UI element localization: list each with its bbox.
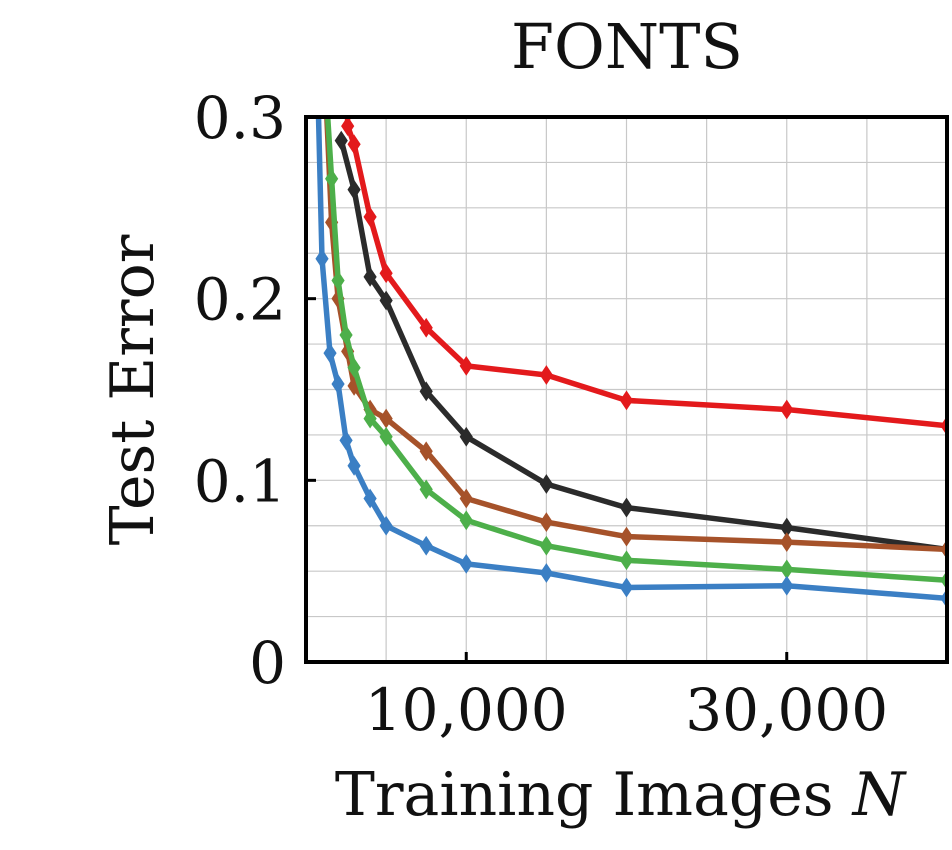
data-point <box>419 479 433 500</box>
plot-area <box>311 17 947 609</box>
data-point <box>419 535 433 556</box>
data-point <box>315 248 329 269</box>
y-tick-label: 0 <box>249 629 286 697</box>
x-tick-label: 10,000 <box>365 676 568 744</box>
data-point <box>619 550 634 571</box>
data-point <box>379 515 393 536</box>
data-point <box>347 179 361 200</box>
series-1 <box>334 130 947 560</box>
data-point <box>459 488 473 509</box>
data-point <box>459 426 473 447</box>
data-point <box>363 207 377 227</box>
data-point <box>419 317 433 338</box>
series-line <box>324 117 947 584</box>
data-point <box>339 430 353 451</box>
x-axis-label: Training Images N <box>335 760 908 830</box>
x-tick-label: 30,000 <box>685 676 888 744</box>
series-4 <box>311 54 947 609</box>
data-point <box>339 325 353 345</box>
data-point <box>334 130 348 151</box>
data-point <box>341 117 355 136</box>
data-point <box>340 17 352 35</box>
series-line <box>315 117 947 602</box>
data-point <box>325 168 339 189</box>
series-3 <box>316 17 947 591</box>
data-point <box>363 266 377 287</box>
data-point <box>331 374 345 394</box>
data-point <box>379 426 393 447</box>
series-line <box>344 117 947 429</box>
data-point <box>347 357 361 378</box>
data-point <box>459 553 473 574</box>
data-point <box>323 343 337 364</box>
grid <box>306 117 947 662</box>
data-point <box>539 563 553 583</box>
data-point <box>619 526 634 547</box>
x-axis-label-text: Training Images <box>335 760 834 830</box>
data-point <box>316 17 328 35</box>
data-point <box>311 54 323 72</box>
data-point <box>539 512 553 533</box>
series-line <box>338 139 947 553</box>
data-point <box>363 488 377 509</box>
y-tick-label: 0.3 <box>194 84 286 152</box>
data-point <box>539 474 553 494</box>
chart-title: FONTS <box>511 10 743 83</box>
data-point <box>347 455 361 476</box>
data-point <box>459 510 473 531</box>
data-point <box>619 497 634 518</box>
data-point <box>379 263 393 284</box>
y-tick-label: 0.1 <box>194 447 286 515</box>
plot-frame <box>304 115 949 664</box>
y-tick-label: 0.2 <box>194 266 286 334</box>
data-point <box>459 355 473 376</box>
data-point <box>419 441 433 462</box>
data-point <box>419 381 433 402</box>
data-point <box>619 390 634 411</box>
data-point <box>331 270 345 291</box>
data-point <box>319 72 331 90</box>
data-point <box>780 575 794 596</box>
data-point <box>539 365 553 385</box>
data-point <box>347 134 361 155</box>
data-point <box>619 577 634 598</box>
data-point <box>363 408 377 429</box>
data-point <box>780 399 794 420</box>
x-axis-label-symbol: N <box>851 760 908 830</box>
data-point <box>780 532 794 553</box>
x-ticks: 10,000 30,000 <box>365 652 888 744</box>
data-point <box>539 535 553 556</box>
y-ticks: 0 0.1 0.2 0.3 <box>194 84 316 697</box>
data-point <box>780 559 794 580</box>
y-axis-label: Test Error <box>98 234 168 545</box>
data-point <box>379 290 393 311</box>
